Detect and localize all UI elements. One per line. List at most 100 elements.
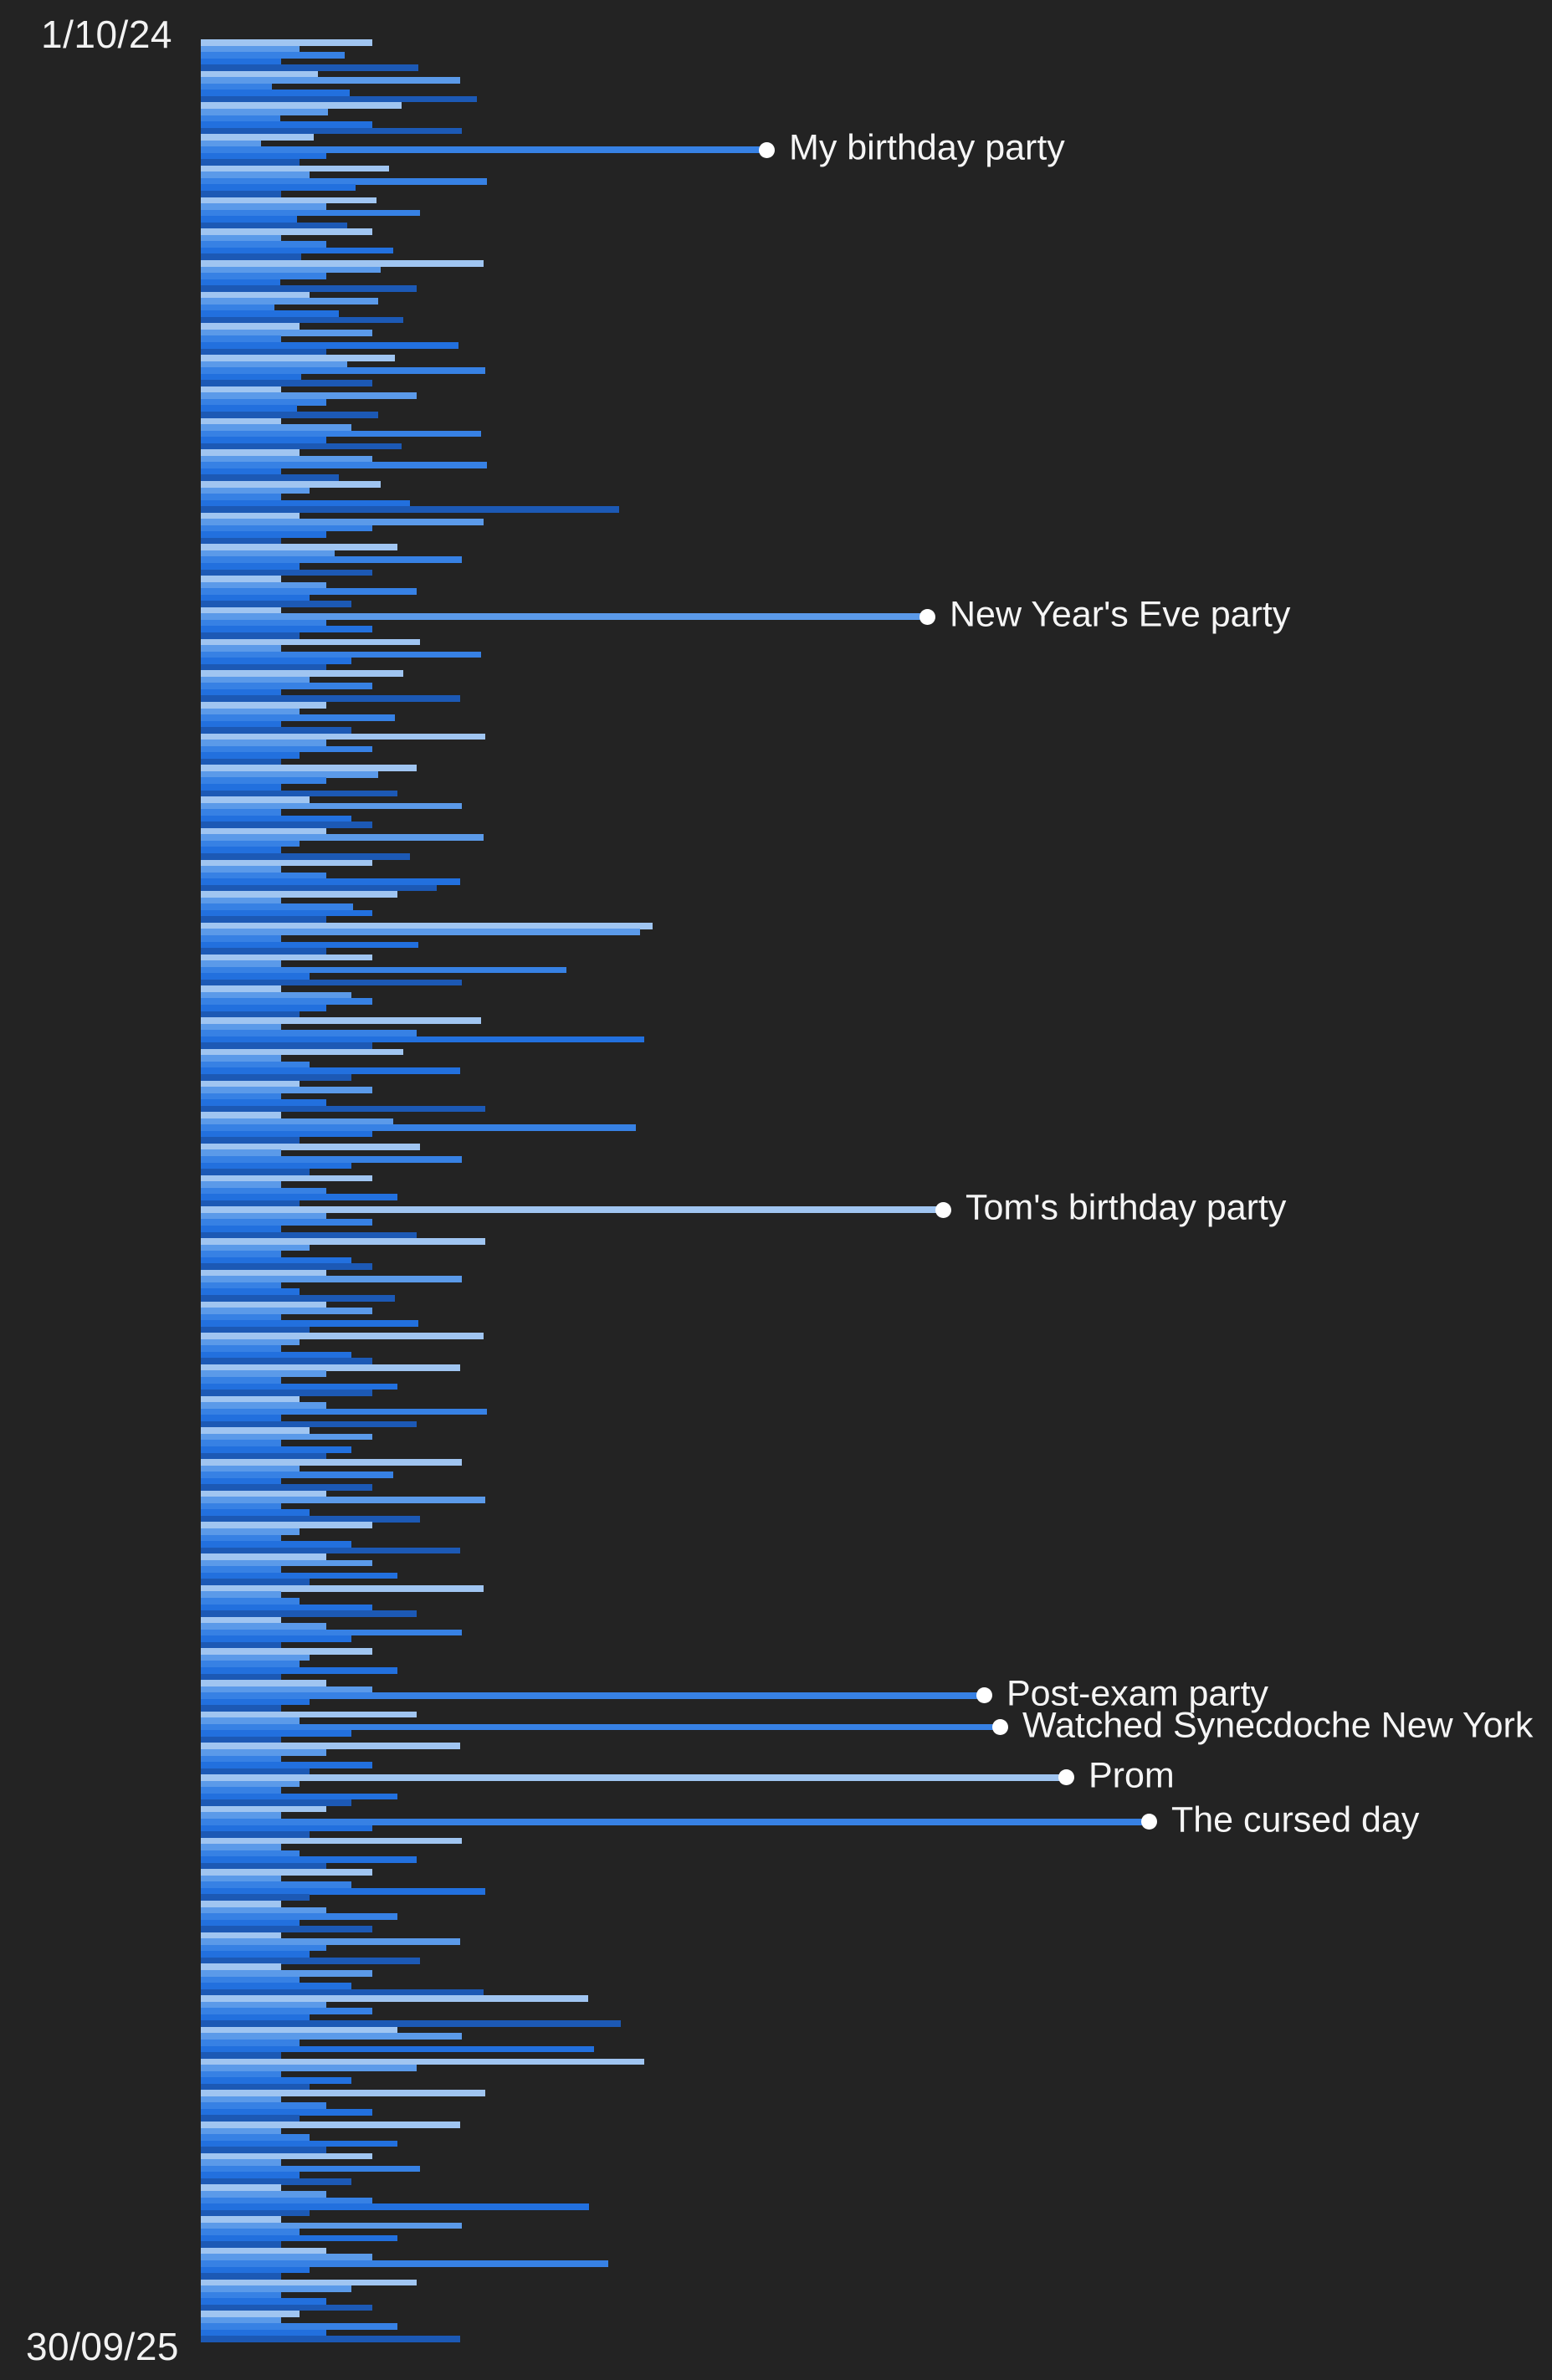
annotation-dot-1	[919, 608, 935, 625]
bar-day-143	[201, 941, 418, 949]
bar-day-121	[201, 802, 462, 810]
bar-day-87	[201, 588, 417, 595]
bar-day-134	[201, 884, 437, 892]
bar-day-155	[201, 1017, 481, 1024]
bar-day-306	[201, 1970, 372, 1977]
bar-day-25	[201, 197, 376, 204]
bar-day-363	[201, 2329, 326, 2336]
bar-day-57	[201, 398, 326, 406]
bar-day-315	[201, 2026, 397, 2034]
bar-day-125	[201, 827, 326, 835]
bar-day-219	[201, 1420, 417, 1428]
bar-day-40	[201, 291, 310, 299]
bar-day-269	[201, 1736, 281, 1743]
bar-day-247	[201, 1597, 300, 1605]
bar-day-9	[201, 95, 477, 103]
bar-day-361	[201, 2316, 281, 2324]
bar-day-60	[201, 417, 281, 425]
bar-day-26	[201, 203, 326, 210]
bar-day-218	[201, 1415, 281, 1421]
bar-day-145	[201, 954, 372, 961]
bar-day-92	[201, 619, 326, 627]
bar-day-115	[201, 765, 417, 771]
bar-day-71	[201, 487, 310, 494]
bar-day-154	[201, 1011, 300, 1018]
bar-day-170	[201, 1112, 281, 1118]
bar-day-344	[201, 2209, 310, 2217]
annotation-dot-3	[976, 1687, 992, 1704]
bar-day-360	[201, 2311, 300, 2317]
bar-day-208	[201, 1351, 351, 1359]
bar-day-169	[201, 1105, 485, 1113]
bar-day-150	[201, 985, 281, 992]
bar-day-73	[201, 499, 410, 507]
bar-day-197	[201, 1282, 281, 1289]
bar-day-193	[201, 1257, 351, 1264]
bar-day-189	[201, 1231, 417, 1239]
bar-day-173	[201, 1130, 372, 1138]
bar-day-161	[201, 1055, 281, 1062]
bar-day-235	[201, 1522, 372, 1529]
bar-day-74	[201, 506, 619, 513]
annotation-label-1: New Year's Eve party	[950, 594, 1291, 635]
bar-day-251	[201, 1623, 326, 1630]
bar-day-96	[201, 645, 281, 652]
bar-day-250	[201, 1616, 281, 1624]
bar-day-175	[201, 1143, 420, 1150]
bar-day-311	[201, 2001, 326, 2009]
bar-day-242	[201, 1566, 281, 1573]
bar-day-229	[201, 1484, 372, 1491]
bar-day-201	[201, 1308, 372, 1314]
bar-day-233	[201, 1509, 310, 1516]
bar-day-357	[201, 2291, 281, 2299]
bar-day-222	[201, 1440, 281, 1447]
bar-day-316	[201, 2033, 462, 2040]
bar-day-262	[201, 1692, 984, 1699]
bar-day-313	[201, 2014, 310, 2021]
bar-day-56	[201, 392, 417, 399]
bar-day-107	[201, 714, 395, 721]
bar-day-139	[201, 916, 326, 923]
bar-day-181	[201, 1181, 281, 1188]
bar-day-148	[201, 973, 310, 980]
bar-day-283	[201, 1825, 372, 1832]
bar-day-261	[201, 1686, 372, 1693]
annotation-dot-5	[1058, 1769, 1074, 1786]
bar-day-81	[201, 550, 335, 557]
bar-day-246	[201, 1591, 281, 1599]
bar-day-15	[201, 134, 314, 141]
bar-day-320	[201, 2058, 644, 2065]
annotation-dot-6	[1140, 1814, 1157, 1830]
bar-day-177	[201, 1156, 462, 1163]
bar-day-149	[201, 979, 462, 986]
bar-day-83	[201, 563, 300, 570]
bar-day-359	[201, 2304, 372, 2311]
bar-day-260	[201, 1680, 326, 1686]
bar-day-167	[201, 1093, 281, 1100]
bar-day-68	[201, 468, 281, 475]
bar-day-90	[201, 607, 281, 614]
bar-day-106	[201, 708, 300, 715]
bar-day-289	[201, 1862, 326, 1870]
bar-day-156	[201, 1023, 281, 1031]
bar-day-286	[201, 1844, 281, 1850]
annotation-label-5: Prom	[1088, 1755, 1175, 1796]
bar-day-152	[201, 998, 372, 1006]
bar-day-231	[201, 1497, 485, 1503]
bar-day-323	[201, 2077, 351, 2084]
bar-day-210	[201, 1364, 460, 1371]
bar-day-319	[201, 2052, 281, 2059]
bar-day-140	[201, 922, 653, 929]
bar-day-37	[201, 273, 326, 279]
bar-day-2	[201, 52, 345, 59]
bar-day-308	[201, 1983, 351, 1989]
bar-day-51	[201, 361, 347, 368]
bar-day-272	[201, 1755, 281, 1763]
bar-day-130	[201, 859, 372, 867]
bar-day-21	[201, 171, 310, 178]
bar-day-112	[201, 745, 372, 753]
bar-day-7	[201, 83, 272, 90]
bar-day-297	[201, 1913, 397, 1920]
bar-day-129	[201, 852, 410, 860]
